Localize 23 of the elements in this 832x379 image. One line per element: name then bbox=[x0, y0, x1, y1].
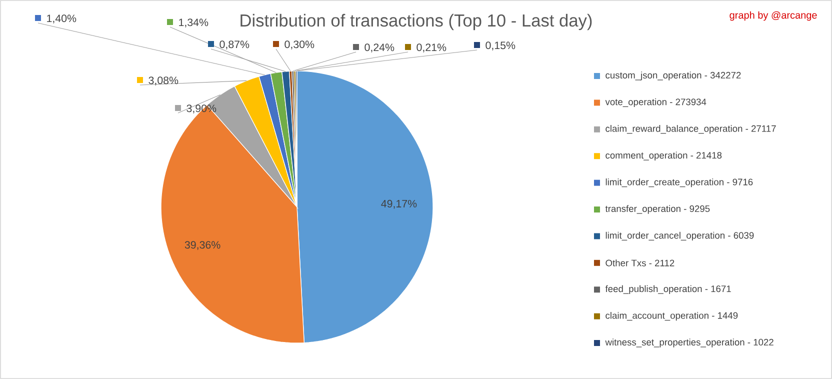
legend-label: Other Txs - 2112 bbox=[606, 259, 674, 266]
data-label: 49,17% bbox=[381, 200, 417, 209]
legend-label: claim_account_operation - 1449 bbox=[606, 312, 738, 321]
data-label: 1,34% bbox=[179, 18, 208, 28]
data-label: 0,30% bbox=[284, 40, 314, 50]
data-label: 1,40% bbox=[47, 14, 76, 24]
legend-label: feed_publish_operation - 1671 bbox=[605, 285, 731, 294]
data-label: 0,21% bbox=[416, 44, 446, 52]
legend-label: limit_order_create_operation - 9716 bbox=[606, 178, 753, 188]
legend-label: claim_reward_balance_operation - 27117 bbox=[606, 125, 776, 134]
data-label: 0,87% bbox=[220, 40, 250, 50]
legend-label: custom_json_operation - 342272 bbox=[606, 72, 741, 80]
data-label: 0,15% bbox=[486, 42, 516, 50]
data-label: 39,36% bbox=[184, 241, 220, 250]
chart-title: Distribution of transactions (Top 10 - Last day) bbox=[240, 14, 592, 30]
legend-label: comment_operation - 21418 bbox=[606, 152, 722, 160]
data-label: 0,24% bbox=[364, 44, 394, 52]
legend-label: limit_order_cancel_operation - 6039 bbox=[606, 232, 754, 241]
legend-label: vote_operation - 273934 bbox=[605, 98, 706, 108]
data-label: 3,08% bbox=[148, 76, 178, 86]
legend-label: witness_set_properties_operation - 1022 bbox=[605, 338, 774, 348]
text: graph by @arcange bbox=[730, 11, 817, 21]
legend-label: transfer_operation - 9295 bbox=[605, 205, 710, 214]
